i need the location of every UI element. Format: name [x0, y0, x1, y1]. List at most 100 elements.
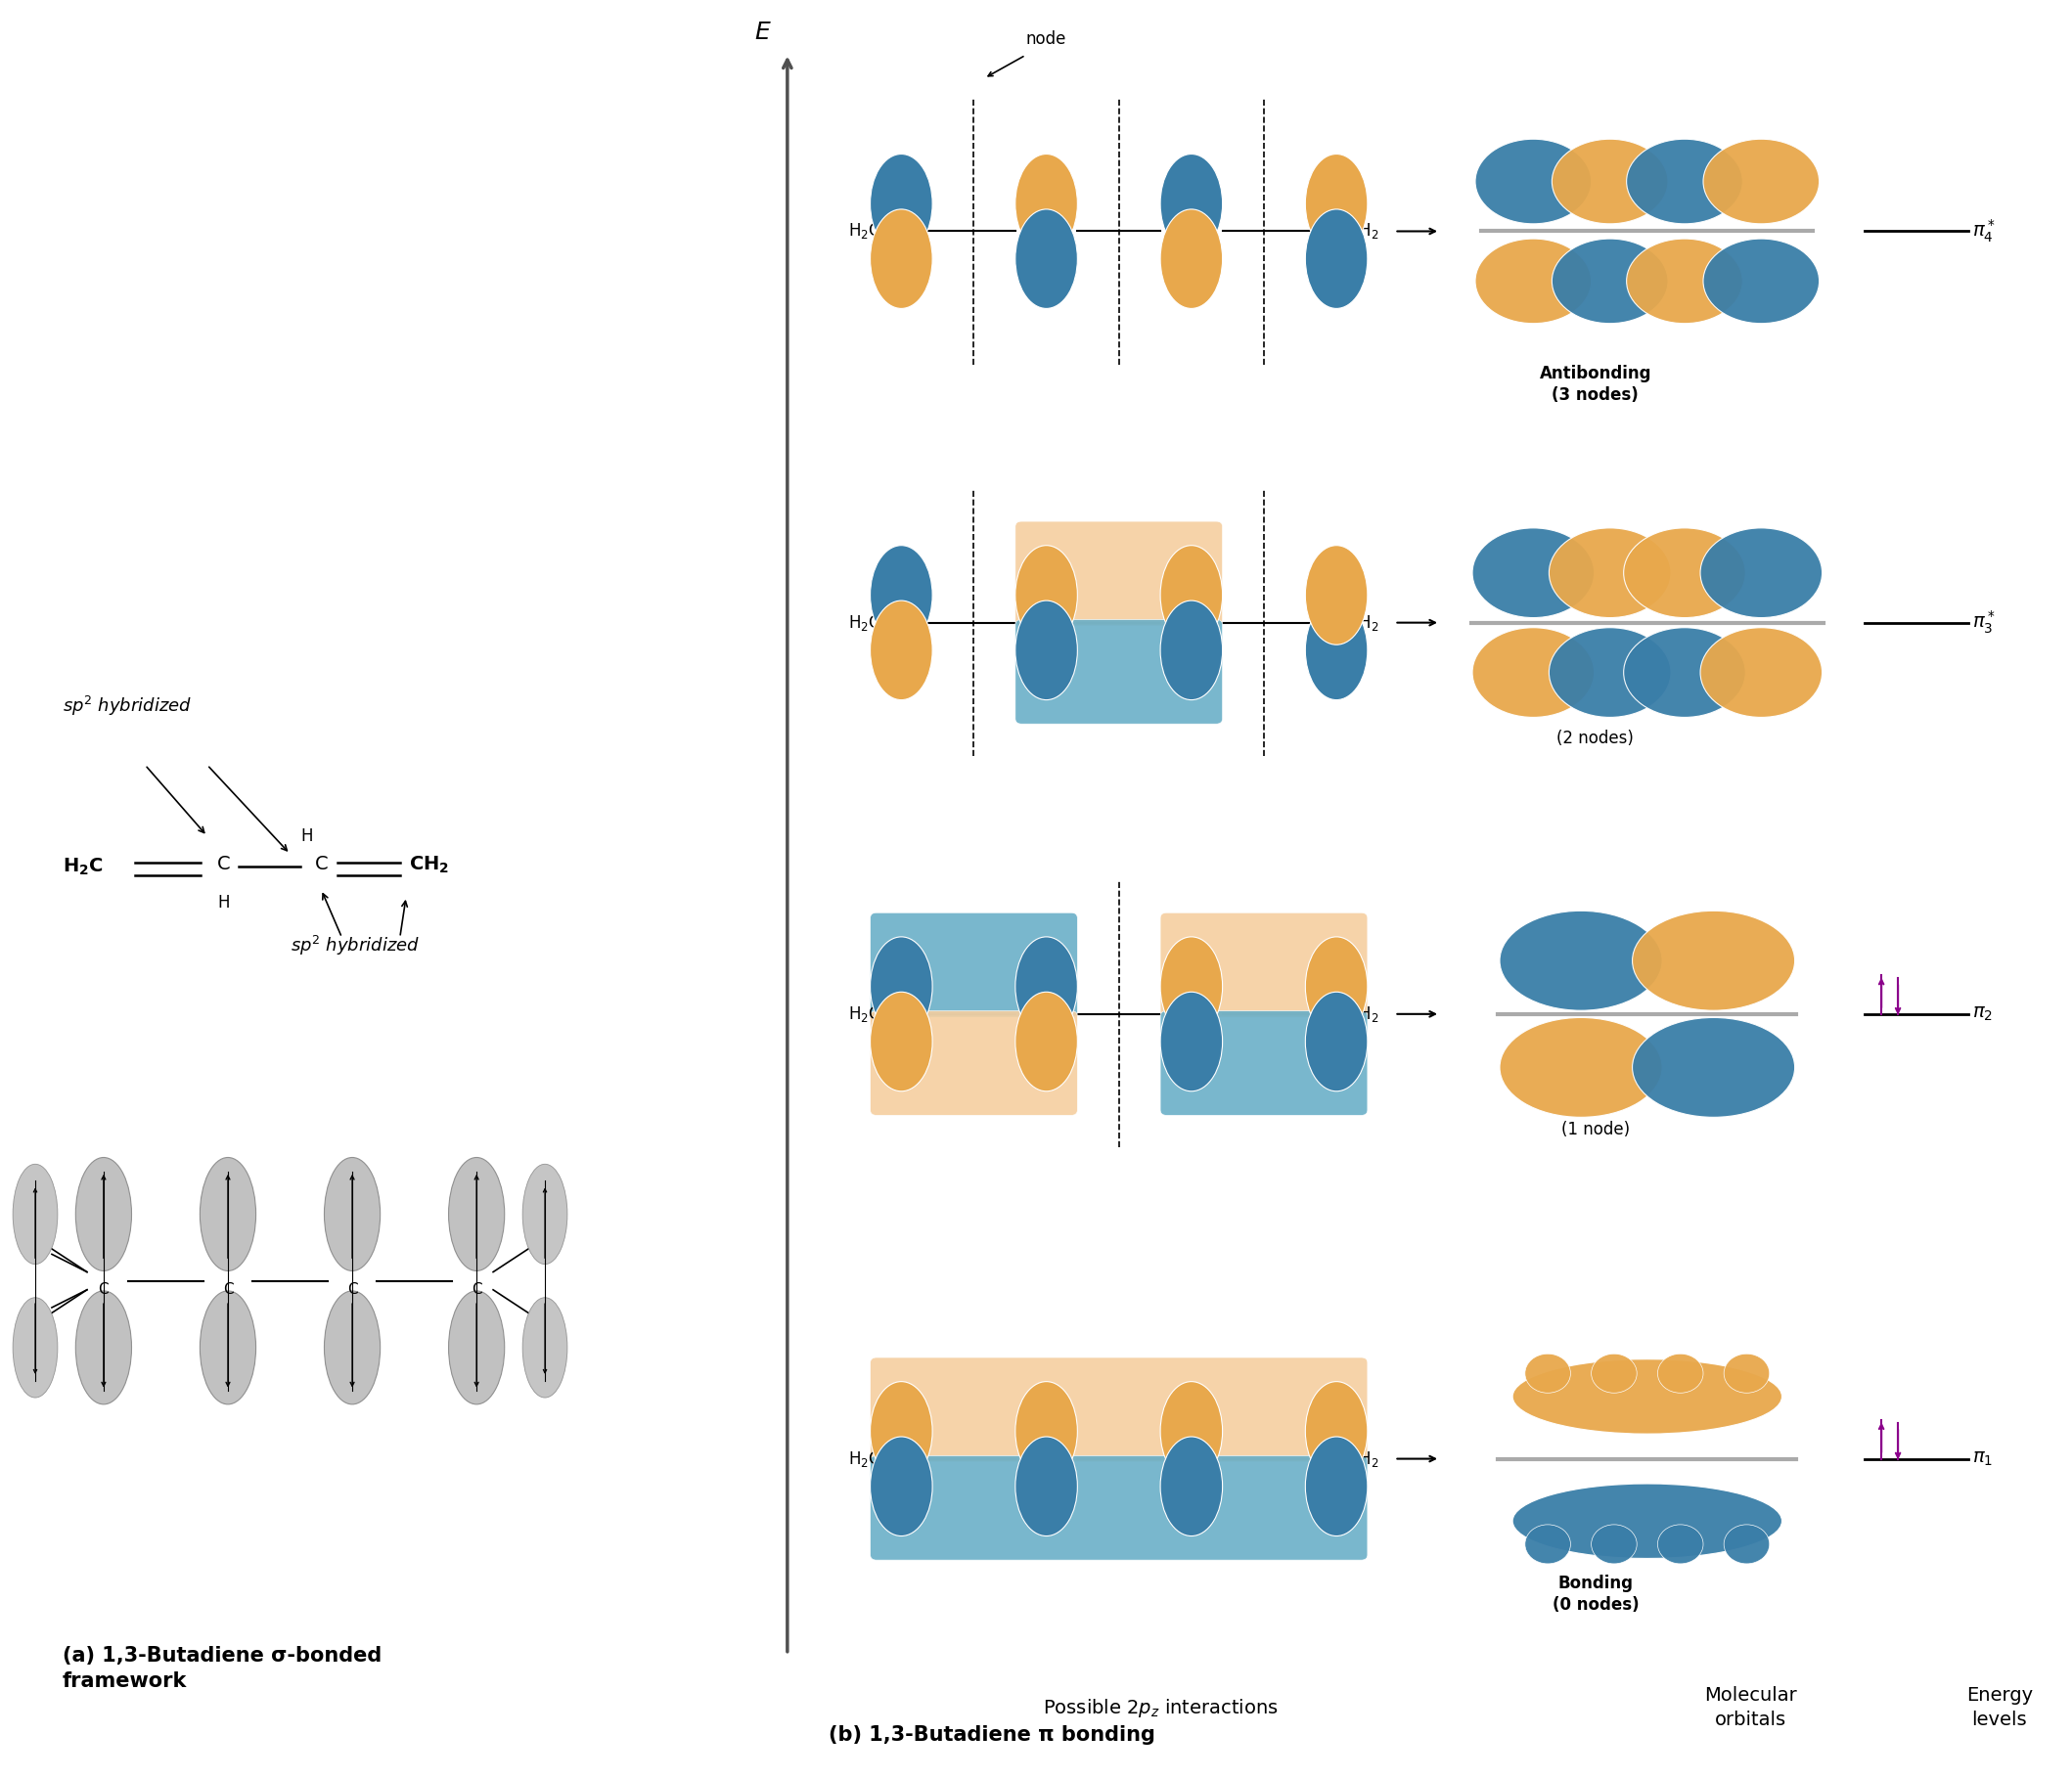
Ellipse shape [1160, 155, 1222, 253]
Ellipse shape [77, 1158, 133, 1270]
Ellipse shape [870, 993, 932, 1091]
Text: $\mathregular{H_2C}$: $\mathregular{H_2C}$ [847, 1450, 881, 1468]
Ellipse shape [450, 1158, 506, 1270]
Text: $E$: $E$ [754, 21, 771, 44]
Text: Energy
levels: Energy levels [1966, 1686, 2033, 1729]
Ellipse shape [199, 1292, 257, 1404]
Ellipse shape [1160, 938, 1222, 1035]
FancyBboxPatch shape [870, 1455, 1368, 1560]
Ellipse shape [1475, 238, 1591, 324]
FancyBboxPatch shape [1160, 913, 1368, 1018]
Ellipse shape [323, 1158, 381, 1270]
Text: node: node [1026, 30, 1067, 48]
Text: $\mathregular{CH_2}$: $\mathregular{CH_2}$ [1347, 222, 1378, 240]
Text: C: C [222, 1283, 234, 1297]
Ellipse shape [1160, 601, 1222, 699]
Ellipse shape [1160, 993, 1222, 1091]
Ellipse shape [1703, 238, 1819, 324]
Ellipse shape [1015, 938, 1077, 1035]
Ellipse shape [870, 938, 932, 1035]
Ellipse shape [1513, 1484, 1782, 1558]
Text: $\pi_4^*$: $\pi_4^*$ [1973, 217, 1995, 246]
Ellipse shape [1633, 911, 1794, 1010]
Ellipse shape [1473, 628, 1593, 717]
Text: (2 nodes): (2 nodes) [1556, 729, 1635, 747]
Ellipse shape [1160, 1437, 1222, 1535]
Ellipse shape [1591, 1525, 1637, 1564]
Text: $\mathregular{CH_2}$: $\mathregular{CH_2}$ [1347, 1450, 1378, 1468]
Ellipse shape [450, 1292, 506, 1404]
Ellipse shape [1627, 139, 1743, 224]
Ellipse shape [1015, 546, 1077, 644]
Text: $\mathregular{CH_2}$: $\mathregular{CH_2}$ [1347, 614, 1378, 632]
Ellipse shape [1552, 238, 1668, 324]
Text: Possible 2$p_z$ interactions: Possible 2$p_z$ interactions [1042, 1697, 1278, 1719]
Text: CH: CH [1034, 614, 1059, 632]
Ellipse shape [1305, 155, 1368, 253]
Text: $\mathbf{H_2C}$: $\mathbf{H_2C}$ [62, 856, 104, 877]
Ellipse shape [323, 1292, 381, 1404]
Text: CH: CH [1179, 222, 1204, 240]
Ellipse shape [1525, 1525, 1571, 1564]
Ellipse shape [1473, 528, 1593, 617]
Ellipse shape [1475, 139, 1591, 224]
Ellipse shape [1633, 1018, 1794, 1117]
Ellipse shape [1701, 528, 1821, 617]
Text: $\mathbf{CH_2}$: $\mathbf{CH_2}$ [408, 854, 450, 875]
Ellipse shape [870, 155, 932, 253]
Ellipse shape [1550, 528, 1670, 617]
Ellipse shape [1015, 601, 1077, 699]
Text: H: H [300, 827, 313, 845]
Text: $\mathregular{H_2C}$: $\mathregular{H_2C}$ [847, 614, 881, 632]
Text: Bonding
(0 nodes): Bonding (0 nodes) [1552, 1574, 1639, 1614]
Ellipse shape [870, 1382, 932, 1480]
Ellipse shape [1724, 1354, 1769, 1393]
Ellipse shape [1624, 528, 1745, 617]
Text: $\mathregular{CH_2}$: $\mathregular{CH_2}$ [1347, 1005, 1378, 1023]
Ellipse shape [77, 1292, 133, 1404]
Text: CH: CH [1034, 1450, 1059, 1468]
Text: $\pi_3^*$: $\pi_3^*$ [1973, 608, 1995, 637]
FancyBboxPatch shape [1160, 1010, 1368, 1115]
Ellipse shape [1015, 210, 1077, 308]
Text: CH: CH [1179, 614, 1204, 632]
Ellipse shape [1701, 628, 1821, 717]
Ellipse shape [1015, 1382, 1077, 1480]
Ellipse shape [522, 1163, 568, 1265]
Ellipse shape [1305, 1437, 1368, 1535]
Text: (a) 1,3-Butadiene σ-bonded
framework: (a) 1,3-Butadiene σ-bonded framework [62, 1646, 381, 1692]
Ellipse shape [870, 210, 932, 308]
Ellipse shape [870, 546, 932, 644]
FancyBboxPatch shape [870, 1357, 1368, 1462]
Text: C: C [218, 856, 230, 873]
Ellipse shape [1703, 139, 1819, 224]
Ellipse shape [199, 1158, 257, 1270]
Ellipse shape [1305, 546, 1368, 644]
Ellipse shape [1305, 938, 1368, 1035]
Ellipse shape [1513, 1359, 1782, 1434]
Ellipse shape [1305, 1382, 1368, 1480]
Ellipse shape [12, 1163, 58, 1265]
Ellipse shape [1305, 993, 1368, 1091]
Ellipse shape [1658, 1525, 1703, 1564]
Ellipse shape [1160, 210, 1222, 308]
FancyBboxPatch shape [870, 913, 1077, 1018]
Ellipse shape [1658, 1354, 1703, 1393]
Text: $\mathregular{H_2C}$: $\mathregular{H_2C}$ [847, 1005, 881, 1023]
Ellipse shape [1305, 601, 1368, 699]
Ellipse shape [12, 1297, 58, 1398]
Text: $sp^2$ hybridized: $sp^2$ hybridized [290, 934, 419, 957]
Text: $\pi_2$: $\pi_2$ [1973, 1005, 1993, 1023]
Ellipse shape [870, 1437, 932, 1535]
Text: CH: CH [1179, 1450, 1204, 1468]
FancyBboxPatch shape [1015, 521, 1222, 626]
Ellipse shape [1525, 1354, 1571, 1393]
Ellipse shape [1160, 546, 1222, 644]
Ellipse shape [1015, 155, 1077, 253]
Ellipse shape [1550, 628, 1670, 717]
Text: C: C [346, 1283, 358, 1297]
FancyBboxPatch shape [1015, 619, 1222, 724]
Text: (1 node): (1 node) [1560, 1121, 1631, 1139]
Ellipse shape [1500, 1018, 1662, 1117]
Text: C: C [97, 1283, 110, 1297]
